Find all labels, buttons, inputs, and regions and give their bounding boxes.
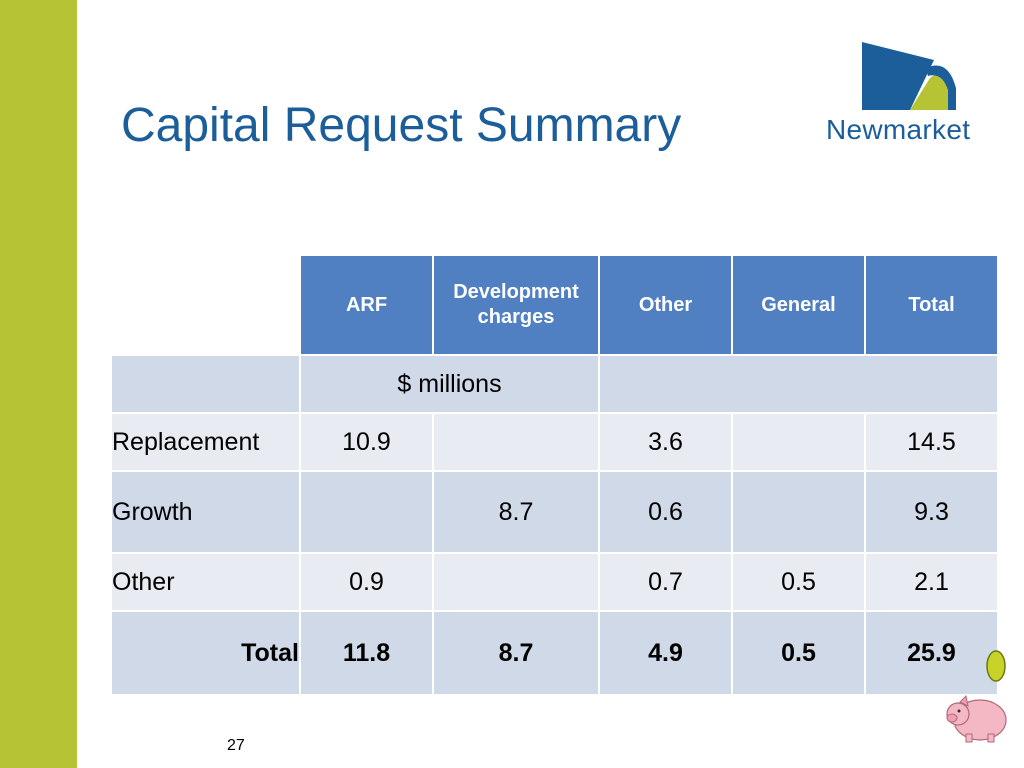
cell-total: 14.5 <box>864 412 999 472</box>
cell-development-charges: 8.7 <box>432 470 600 554</box>
cell-development-charges <box>432 412 600 472</box>
piggy-bank-icon <box>946 650 1007 743</box>
units-row-empty-cell <box>598 354 999 414</box>
cell-arf: 10.9 <box>299 412 434 472</box>
table-header-row: ARF Development charges Other General To… <box>110 254 999 356</box>
cell-general <box>731 470 866 554</box>
row-label-replacement: Replacement <box>110 412 301 472</box>
units-row-label-cell <box>110 354 301 414</box>
cell-total: 9.3 <box>864 470 999 554</box>
units-label: $ millions <box>299 354 600 414</box>
units-row: $ millions <box>110 354 999 414</box>
table-row: Other 0.9 0.7 0.5 2.1 <box>110 552 999 612</box>
header-total: Total <box>864 254 999 356</box>
cell-arf: 0.9 <box>299 552 434 612</box>
cell-general <box>731 412 866 472</box>
table-row: Replacement 10.9 3.6 14.5 <box>110 412 999 472</box>
cell-general: 0.5 <box>731 552 866 612</box>
header-arf: ARF <box>299 254 434 356</box>
cell-general: 0.5 <box>731 610 866 696</box>
newmarket-logo-text: Newmarket <box>826 114 971 145</box>
cell-total: 2.1 <box>864 552 999 612</box>
total-row: Total 11.8 8.7 4.9 0.5 25.9 <box>110 610 999 696</box>
table-corner-cell <box>110 254 301 356</box>
row-label-total: Total <box>110 610 301 696</box>
cell-other: 3.6 <box>598 412 733 472</box>
cell-other: 4.9 <box>598 610 733 696</box>
cell-other: 0.6 <box>598 470 733 554</box>
header-general: General <box>731 254 866 356</box>
left-accent-bar <box>0 0 77 768</box>
row-label-other: Other <box>110 552 301 612</box>
table-row: Growth 8.7 0.6 9.3 <box>110 470 999 554</box>
page-number: 27 <box>227 737 245 754</box>
cell-development-charges: 8.7 <box>432 610 600 696</box>
slide-title: Capital Request Summary <box>121 99 682 152</box>
cell-other: 0.7 <box>598 552 733 612</box>
newmarket-logo-icon <box>862 42 956 110</box>
cell-arf: 11.8 <box>299 610 434 696</box>
row-label-growth: Growth <box>110 470 301 554</box>
cell-arf <box>299 470 434 554</box>
cell-development-charges <box>432 552 600 612</box>
header-other: Other <box>598 254 733 356</box>
capital-summary-table: ARF Development charges Other General To… <box>110 254 999 696</box>
cell-total: 25.9 <box>864 610 999 696</box>
header-development-charges: Development charges <box>432 254 600 356</box>
